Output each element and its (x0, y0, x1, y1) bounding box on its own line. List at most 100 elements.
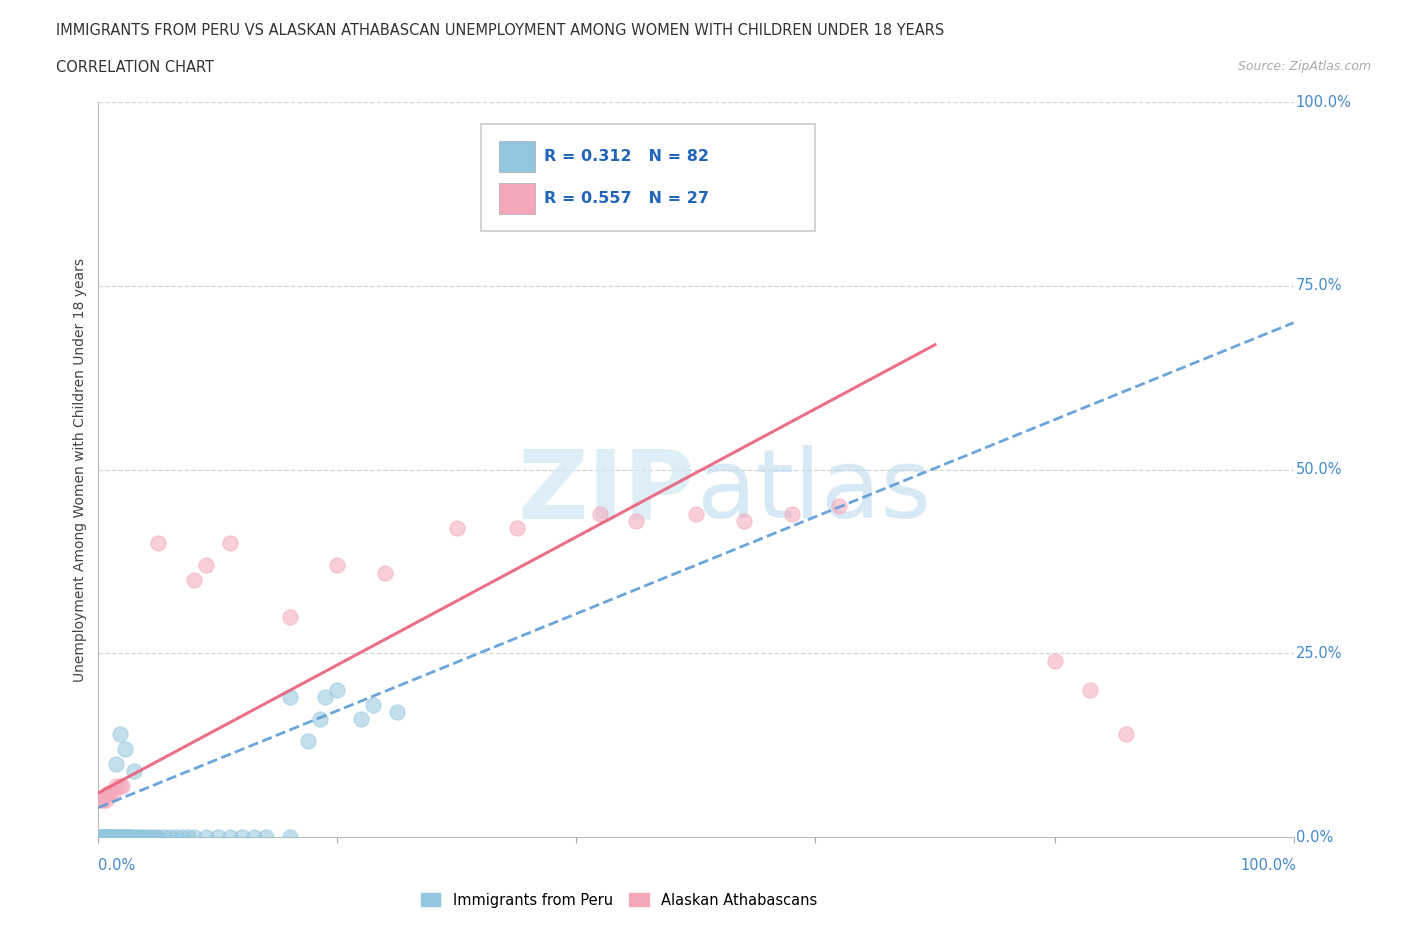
Point (148, 536, 170, 551)
Point (159, 830, 181, 844)
Point (243, 830, 266, 844)
Point (153, 830, 176, 844)
Point (97, 830, 120, 844)
Point (115, 830, 138, 844)
Legend: Immigrants from Peru, Alaskan Athabascans: Immigrants from Peru, Alaskan Athabascan… (413, 886, 824, 913)
Point (105, 756, 128, 771)
Point (93, 830, 115, 844)
Point (96, 830, 118, 844)
Point (219, 536, 242, 551)
FancyBboxPatch shape (499, 141, 534, 172)
Point (97, 786, 120, 801)
Text: Source: ZipAtlas.com: Source: ZipAtlas.com (1237, 60, 1371, 73)
Text: 50.0%: 50.0% (1296, 462, 1343, 477)
Point (1043, 653, 1066, 668)
Point (350, 712, 373, 727)
Point (108, 726, 131, 741)
Point (172, 830, 194, 844)
Point (135, 830, 157, 844)
Point (183, 830, 205, 844)
Point (105, 830, 128, 844)
Text: 75.0%: 75.0% (1296, 278, 1343, 294)
Point (446, 521, 468, 536)
Point (138, 830, 160, 844)
Point (93, 830, 115, 844)
Point (94, 830, 117, 844)
Point (101, 830, 124, 844)
Point (90, 830, 112, 844)
Point (165, 830, 187, 844)
Point (118, 830, 141, 844)
Point (100, 830, 122, 844)
Point (108, 778, 131, 793)
FancyBboxPatch shape (499, 183, 534, 214)
Text: 0.0%: 0.0% (1296, 830, 1333, 844)
Point (93, 830, 115, 844)
FancyBboxPatch shape (481, 125, 815, 231)
Point (110, 830, 132, 844)
Point (219, 830, 242, 844)
Point (91, 830, 114, 844)
Point (93, 830, 115, 844)
Point (121, 830, 143, 844)
Point (91, 830, 114, 844)
Point (124, 830, 146, 844)
Point (194, 830, 217, 844)
Point (104, 830, 127, 844)
Point (183, 573, 205, 588)
Point (124, 764, 146, 778)
Point (94, 830, 117, 844)
Point (326, 683, 349, 698)
Point (96, 830, 118, 844)
Point (315, 690, 337, 705)
Point (93, 830, 115, 844)
Point (1080, 683, 1102, 698)
Point (105, 778, 128, 793)
Point (107, 830, 129, 844)
Point (141, 830, 163, 844)
Point (506, 521, 529, 536)
Point (207, 830, 229, 844)
Point (125, 830, 148, 844)
Point (177, 830, 200, 844)
Point (94, 792, 117, 807)
Text: ZIP: ZIP (517, 445, 696, 538)
Point (91, 792, 114, 807)
Point (278, 690, 301, 705)
Point (120, 830, 142, 844)
Point (91, 830, 114, 844)
Point (685, 506, 707, 521)
Point (94, 830, 117, 844)
Point (91, 830, 114, 844)
Point (128, 830, 150, 844)
Point (111, 778, 134, 793)
Text: 100.0%: 100.0% (1296, 95, 1351, 110)
Text: 0.0%: 0.0% (98, 857, 135, 872)
Point (308, 712, 330, 727)
Point (131, 830, 153, 844)
Point (1115, 726, 1137, 741)
Point (91, 792, 114, 807)
Text: 100.0%: 100.0% (1240, 857, 1296, 872)
Point (103, 830, 125, 844)
Point (90, 830, 112, 844)
Point (374, 565, 396, 580)
Point (90, 830, 112, 844)
Point (148, 830, 170, 844)
Point (107, 830, 129, 844)
Point (115, 830, 138, 844)
Point (385, 705, 409, 720)
Point (278, 609, 301, 624)
Text: IMMIGRANTS FROM PERU VS ALASKAN ATHABASCAN UNEMPLOYMENT AMONG WOMEN WITH CHILDRE: IMMIGRANTS FROM PERU VS ALASKAN ATHABASC… (56, 23, 945, 38)
Point (297, 734, 319, 749)
Point (93, 830, 115, 844)
Point (117, 830, 139, 844)
Point (98, 786, 122, 801)
Point (101, 786, 124, 801)
Point (733, 513, 755, 528)
Point (114, 830, 136, 844)
Text: R = 0.312   N = 82: R = 0.312 N = 82 (544, 149, 709, 165)
Text: 25.0%: 25.0% (1296, 645, 1343, 661)
Point (98, 830, 121, 844)
Point (91, 830, 114, 844)
